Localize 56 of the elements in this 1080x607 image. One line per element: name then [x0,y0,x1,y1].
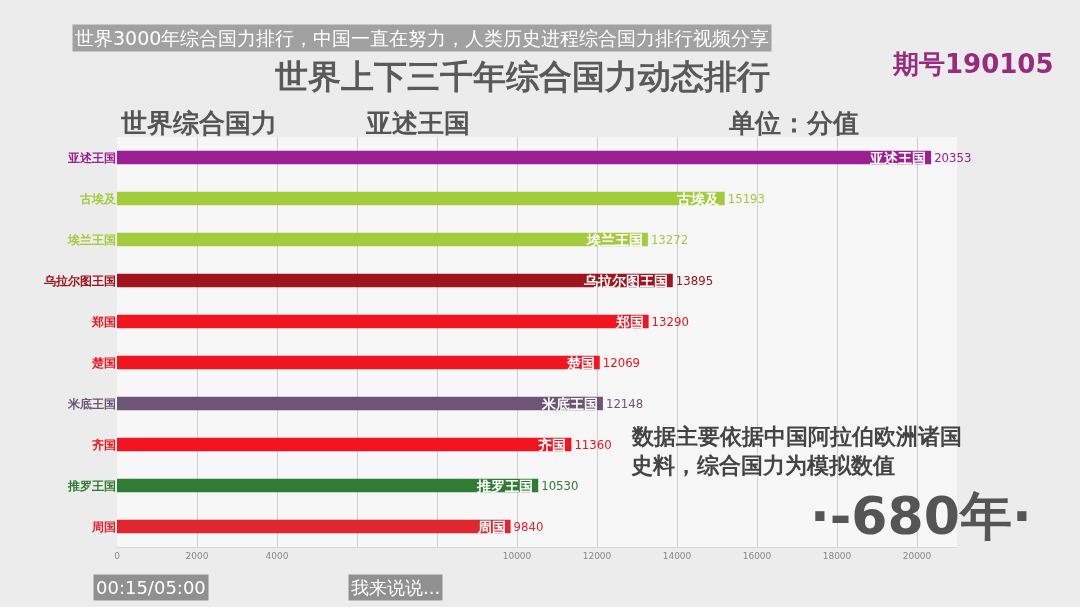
category-label: 古埃及 [677,191,719,207]
data-label: 13272 [650,232,689,247]
bar [117,355,600,370]
chart-title: 世界上下三千年综合国力动态排行 [273,56,770,96]
text: 世界3000年综合国力排行，中国一直在努力，人类历史进程综合国力排行视频分享 [75,27,770,49]
x-tick-label: 2000 [185,550,209,561]
data-label: 13290 [651,314,689,329]
data-label: 15193 [727,191,766,206]
data-label: 12069 [602,355,641,370]
data-label: 11360 [574,437,612,452]
y-tick-label: 郑国 [91,314,116,329]
text: 期号190105 [892,49,1054,79]
y-tick-label: 古埃及 [79,191,117,206]
annotation: 亚述王国 [365,108,470,138]
x-tick-label: 16000 [742,550,772,561]
annotation: ·-680年· [810,486,1032,546]
bar [117,519,511,534]
category-label: 楚国 [567,355,595,371]
category-label: 推罗王国 [477,478,533,494]
y-tick-label: 亚述王国 [67,150,116,165]
x-tick-label: 10000 [502,550,532,561]
bar [117,314,649,329]
x-tick-label: 18000 [822,550,852,561]
data-label: 12148 [605,396,644,411]
category-label: 米底王国 [542,396,598,412]
text: 我来说说... [351,577,441,598]
y-tick-label: 埃兰王国 [67,232,116,247]
y-tick-label: 乌拉尔图王国 [43,273,116,288]
annotation: 单位：分值 [728,108,859,138]
x-tick-label: 4000 [265,550,289,561]
data-label: 9840 [513,519,544,534]
chart-subtitle: 世界综合国力 [120,108,277,138]
bar [117,437,572,452]
x-tick-label: 0 [114,550,121,561]
bar [117,191,725,206]
data-label: 10530 [541,478,579,493]
text: 00:15/05:00 [96,577,206,598]
x-tick-label: 12000 [582,550,612,561]
bar [117,150,932,165]
category-label: 周国 [478,519,506,535]
category-label: 郑国 [616,314,644,330]
x-tick-label: 14000 [662,550,692,561]
category-label: 埃兰王国 [587,232,643,248]
y-tick-label: 齐国 [92,437,116,452]
y-tick-label: 推罗王国 [67,478,116,493]
category-label: 乌拉尔图王国 [584,273,668,289]
y-tick-label: 楚国 [91,355,116,370]
category-label: 亚述王国 [870,150,926,166]
y-tick-label: 周国 [91,519,116,534]
data-label: 13895 [675,273,714,288]
x-tick-label: 20000 [902,550,932,561]
category-label: 齐国 [538,437,566,453]
annotation: 史料，综合国力为模拟数值 [631,453,895,478]
annotation: 数据主要依据中国阿拉伯欧洲诸国 [631,424,962,449]
data-label: 20353 [934,150,972,165]
y-tick-label: 米底王国 [67,396,116,411]
